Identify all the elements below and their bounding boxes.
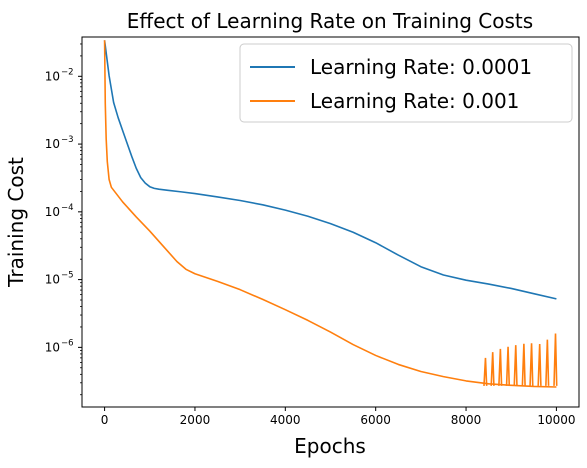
series-spike-1 [545, 339, 550, 386]
y-axis-ticks: 10−210−310−410−510−6 [45, 43, 82, 396]
series-line-1 [103, 40, 557, 388]
legend-box [239, 43, 573, 123]
legend: Learning Rate: 0.0001 Learning Rate: 0.0… [239, 43, 573, 123]
y-tick-exponent: −5 [61, 271, 74, 281]
series-line-0 [103, 40, 557, 300]
y-tick-base: 10 [45, 69, 60, 83]
y-tick-exponent: −2 [61, 67, 74, 77]
x-tick-label: 6000 [360, 413, 391, 427]
y-tick-base: 10 [45, 137, 60, 151]
x-tick-label: 10000 [537, 413, 575, 427]
x-tick-label: 2000 [180, 413, 211, 427]
y-tick-label: 10 [45, 137, 60, 151]
y-tick-label: 10 [45, 340, 60, 354]
series-spike-1 [498, 348, 503, 386]
series-spike-1 [521, 343, 526, 386]
series-spike-1 [505, 346, 511, 386]
y-axis-label: Training Cost [4, 157, 28, 288]
y-tick-base: 10 [45, 205, 60, 219]
y-tick-base: 10 [45, 273, 60, 287]
series-spike-1 [490, 352, 495, 386]
x-axis-ticks: 0 2000 4000 6000 8000 10000 [101, 407, 576, 427]
series-layer [103, 40, 558, 388]
series-spike-1 [483, 357, 488, 386]
y-tick-label: 10 [45, 205, 60, 219]
y-tick-label: 10 [45, 69, 60, 83]
x-tick-label: 8000 [451, 413, 482, 427]
y-tick-label: 10 [45, 273, 60, 287]
series-spike-1 [537, 344, 542, 386]
y-tick-exponent: −3 [61, 135, 74, 145]
x-axis-label: Epochs [294, 434, 366, 458]
y-tick-base: 10 [45, 340, 60, 354]
chart-title: Effect of Learning Rate on Training Cost… [127, 9, 533, 33]
series-spike-1 [553, 333, 558, 386]
series-spike-1 [529, 343, 534, 386]
y-tick-exponent: −6 [61, 338, 74, 348]
legend-label-1: Learning Rate: 0.001 [310, 89, 519, 113]
x-tick-label: 0 [101, 413, 109, 427]
legend-label-0: Learning Rate: 0.0001 [310, 55, 532, 79]
x-tick-label: 4000 [270, 413, 301, 427]
series-spike-1 [513, 345, 518, 386]
y-tick-exponent: −4 [61, 203, 74, 213]
